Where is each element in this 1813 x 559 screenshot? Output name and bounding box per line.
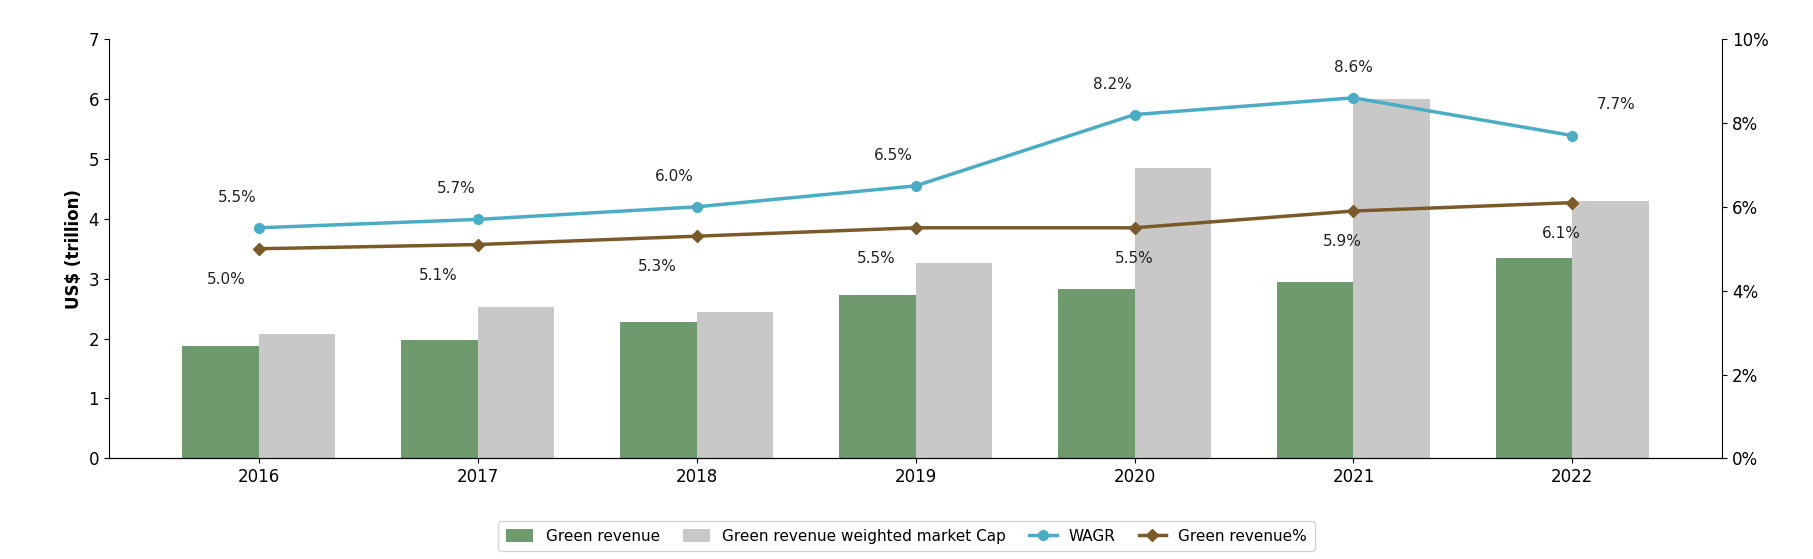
Bar [1057, 290, 1135, 458]
Text: 5.9%: 5.9% [1323, 234, 1362, 249]
Line: Green revenue%: Green revenue% [254, 198, 1577, 253]
Bar [1276, 282, 1354, 458]
WAGR [466, 216, 488, 222]
Text: 7.7%: 7.7% [1597, 97, 1635, 112]
Green revenue% [1124, 224, 1146, 231]
Text: 8.2%: 8.2% [1093, 77, 1131, 92]
Bar [696, 311, 774, 458]
Bar [259, 334, 335, 458]
Green revenue% [1343, 207, 1365, 214]
WAGR [1124, 111, 1146, 118]
Text: 5.5%: 5.5% [218, 190, 256, 205]
Bar [916, 263, 992, 458]
Text: 5.3%: 5.3% [638, 259, 676, 274]
Green revenue% [1561, 199, 1583, 206]
Text: 5.5%: 5.5% [1115, 251, 1153, 266]
Green revenue% [685, 233, 707, 239]
Bar [181, 347, 259, 458]
Text: 5.5%: 5.5% [858, 251, 896, 266]
WAGR [1561, 132, 1583, 139]
WAGR [248, 224, 270, 231]
Text: 5.0%: 5.0% [207, 272, 245, 287]
Green revenue% [466, 241, 488, 248]
Bar [1135, 168, 1211, 458]
Bar [839, 296, 916, 458]
Bar [477, 307, 555, 458]
Y-axis label: US$ (trillion): US$ (trillion) [65, 189, 83, 309]
Bar [401, 340, 477, 458]
WAGR [685, 203, 707, 210]
Bar [1572, 201, 1650, 458]
Legend: Green revenue, Green revenue weighted market Cap, WAGR, Green revenue%: Green revenue, Green revenue weighted ma… [499, 521, 1314, 551]
Bar [1496, 258, 1572, 458]
WAGR [905, 182, 926, 189]
Green revenue% [905, 224, 926, 231]
Line: WAGR: WAGR [254, 93, 1577, 233]
Text: 5.1%: 5.1% [419, 268, 457, 283]
Text: 6.0%: 6.0% [654, 169, 694, 184]
Text: 6.1%: 6.1% [1543, 226, 1581, 241]
Green revenue% [248, 245, 270, 252]
Bar [1354, 99, 1430, 458]
Text: 5.7%: 5.7% [437, 181, 475, 196]
WAGR [1343, 94, 1365, 101]
Text: 6.5%: 6.5% [874, 148, 914, 163]
Bar [620, 322, 696, 458]
Text: 8.6%: 8.6% [1334, 60, 1372, 75]
